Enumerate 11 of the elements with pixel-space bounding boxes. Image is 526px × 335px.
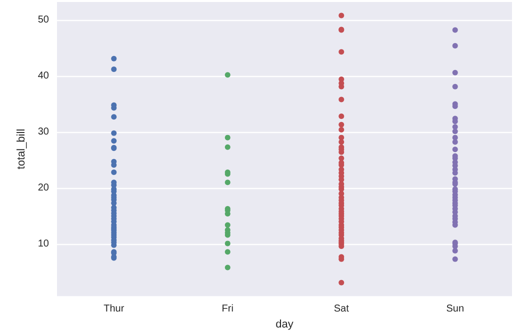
y-tick-label: 10 [38, 238, 50, 250]
y-axis-title: total_bill [15, 128, 28, 170]
x-tick-label: Sun [446, 304, 464, 315]
y-tick-label: 30 [38, 126, 50, 138]
y-tick-label: 40 [38, 70, 50, 82]
x-tick-label: Fri [222, 304, 234, 315]
x-tick-label: Sat [334, 304, 350, 315]
x-tick-label: Thur [104, 304, 125, 315]
x-axis-title: day [276, 318, 294, 330]
y-tick-label: 20 [38, 182, 50, 194]
y-tick-label: 50 [38, 14, 50, 26]
